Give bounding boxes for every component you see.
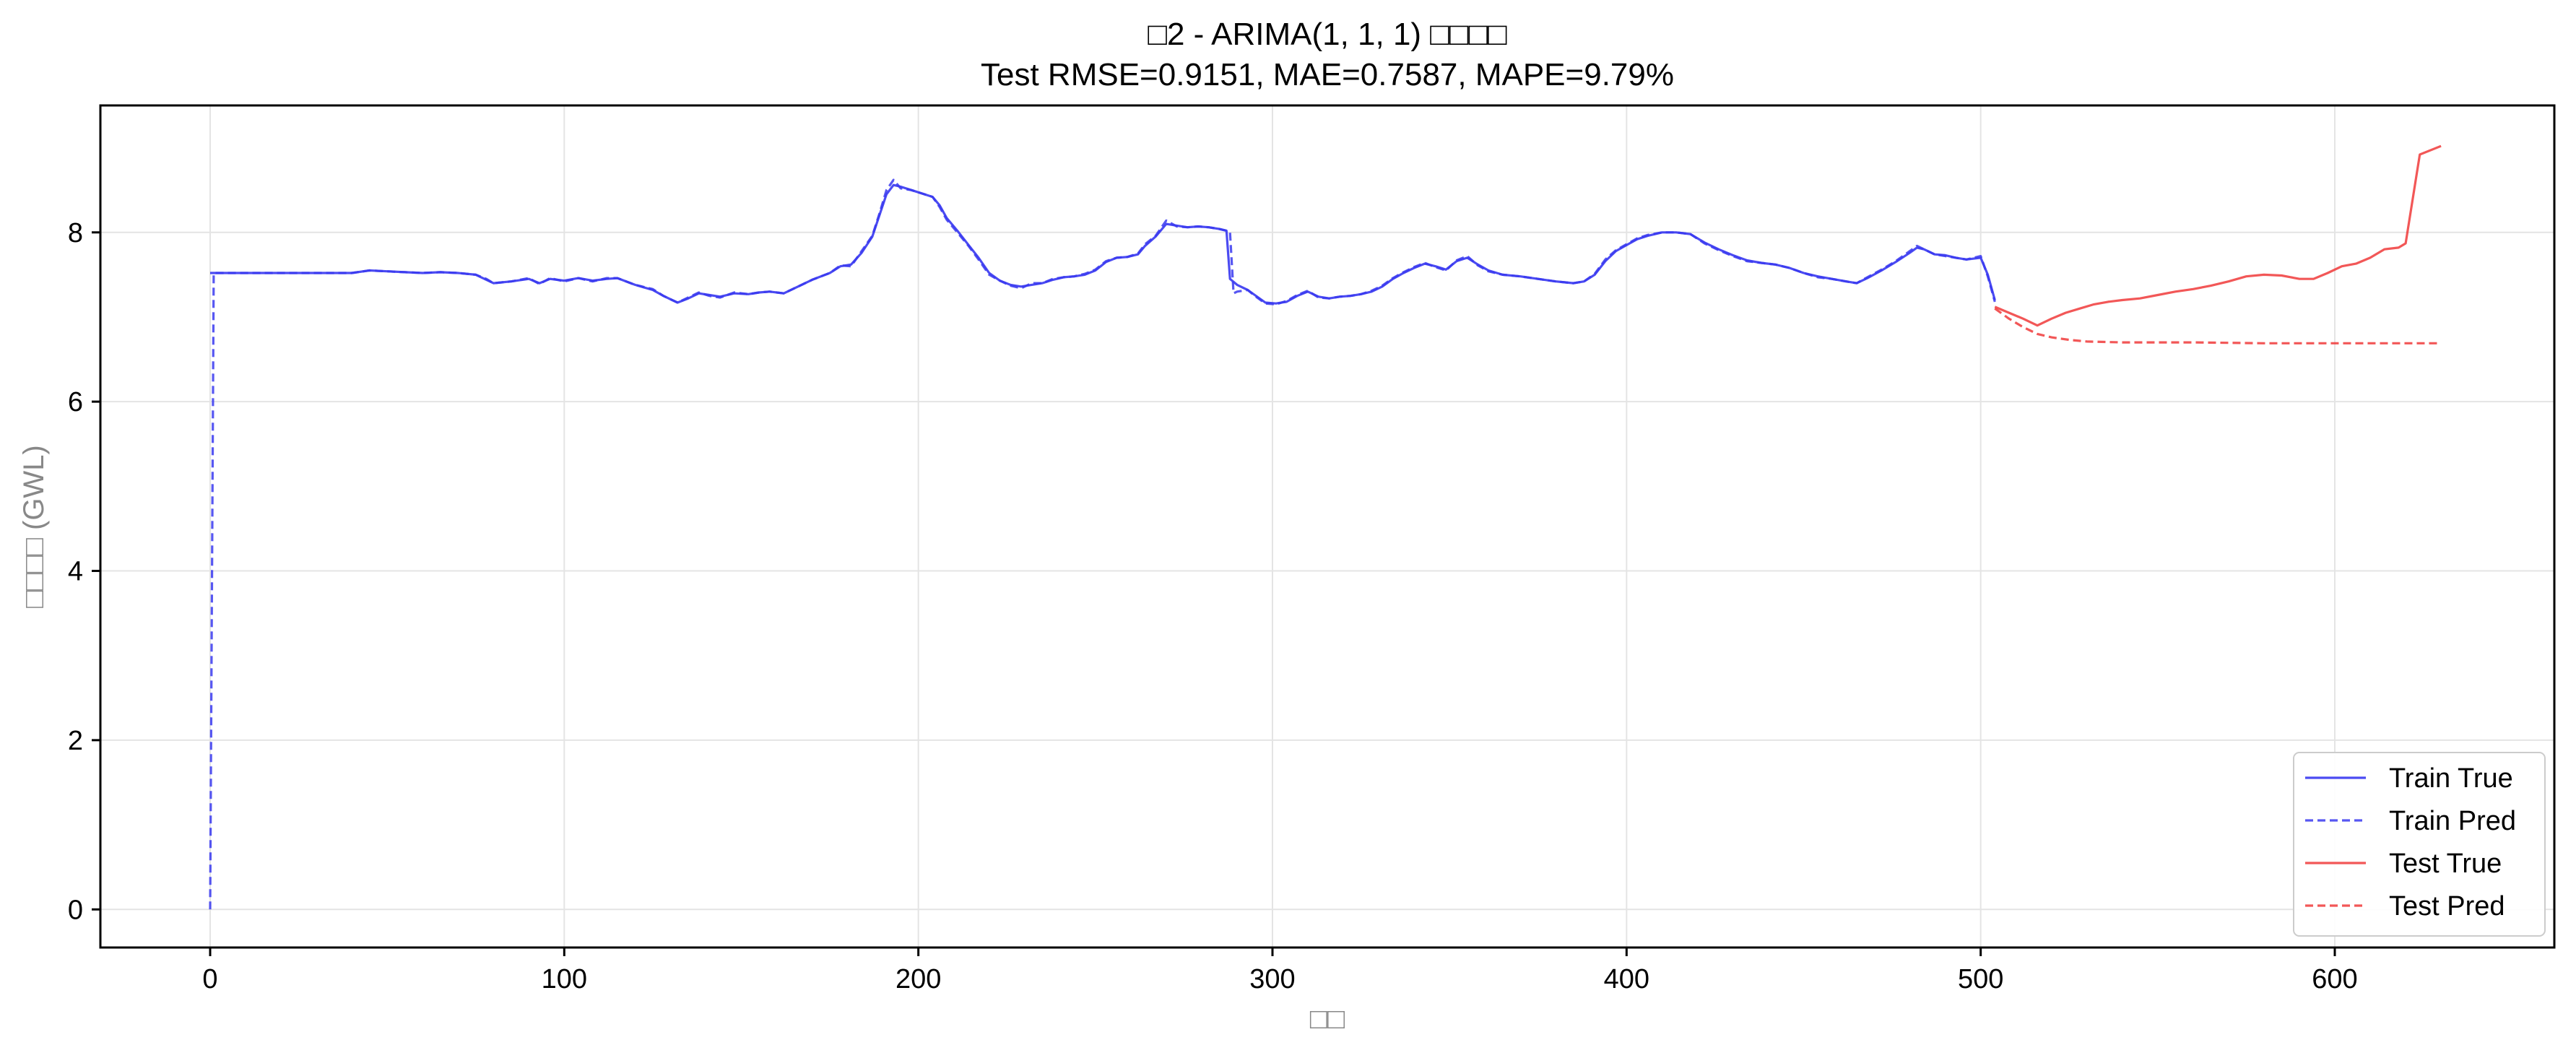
- legend-label-test-pred: Test Pred: [2389, 891, 2505, 922]
- x-tick-label: 300: [1249, 964, 1295, 994]
- x-tick-label: 500: [1958, 964, 2003, 994]
- x-tick-label: 100: [542, 964, 587, 994]
- series-line-test-pred: [1994, 307, 2442, 344]
- series-line-train-pred: [209, 178, 1996, 910]
- plot-area-frame: [99, 104, 2556, 949]
- y-tick-label: 6: [68, 387, 83, 417]
- legend-label-test-true: Test True: [2389, 849, 2502, 879]
- series-line-train-true: [210, 183, 1996, 305]
- legend: Train True Train Pred Test True Test Pred: [2293, 752, 2546, 937]
- chart-title-line-2: Test RMSE=0.9151, MAE=0.7587, MAPE=9.79%: [981, 57, 1674, 92]
- grid-lines: [100, 105, 2554, 948]
- x-tick-label: 600: [2312, 964, 2357, 994]
- legend-label-train-true: Train True: [2389, 763, 2513, 794]
- y-axis-label: □□□□ (GWL): [18, 445, 50, 608]
- x-axis-label: □□: [1310, 1003, 1345, 1035]
- x-tick-label: 400: [1604, 964, 1649, 994]
- x-tick-label: 200: [895, 964, 941, 994]
- legend-frame: [2293, 752, 2546, 937]
- plot-series: [209, 144, 2442, 910]
- y-tick-label: 8: [68, 218, 83, 248]
- x-tick-label: 0: [202, 964, 217, 994]
- axis-ticks: 0 100 200 300 400 500 600 0 2 4 6 8: [68, 218, 2358, 994]
- series-line-test-true: [1994, 144, 2442, 327]
- chart-title-line-1: □2 - ARIMA(1, 1, 1) □□□□: [1148, 17, 1507, 52]
- legend-label-train-pred: Train Pred: [2389, 806, 2516, 836]
- y-tick-label: 2: [68, 726, 83, 756]
- y-tick-label: 0: [68, 895, 83, 925]
- y-tick-label: 4: [68, 557, 83, 587]
